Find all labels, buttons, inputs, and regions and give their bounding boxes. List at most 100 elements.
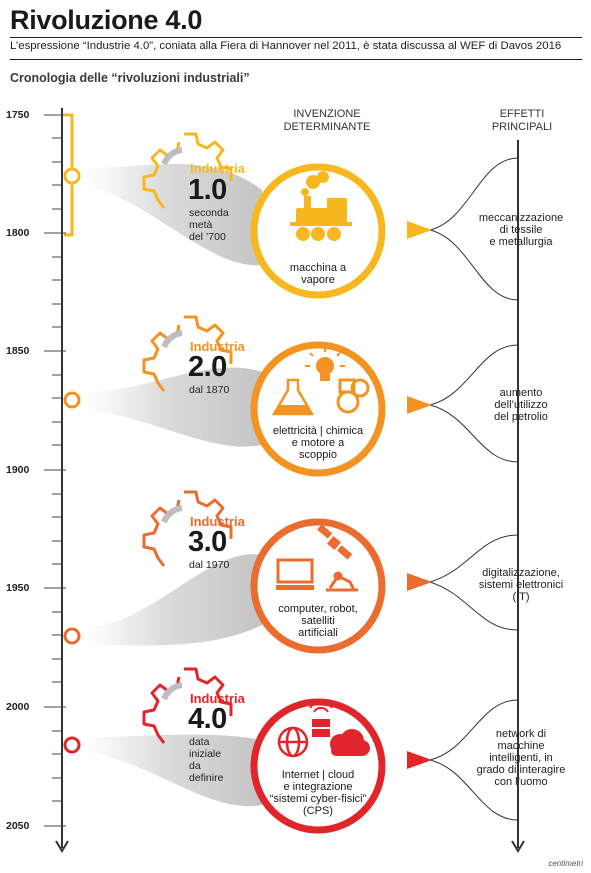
caption-line: artificiali: [298, 627, 338, 639]
caption-line: elettricità | chimica: [272, 425, 364, 437]
industry-number-1: 1.0: [188, 174, 227, 206]
industry-label-4: Industria: [190, 691, 245, 706]
caption-line: vapore: [301, 274, 335, 286]
timeline-marker-2: [63, 391, 81, 409]
effect-line: e metallurgia: [489, 236, 553, 248]
timeline-marker-3: [63, 627, 81, 645]
effect-line: aumento: [499, 387, 543, 399]
timeline-axis: [44, 108, 74, 853]
industry-label-2: Industria: [190, 339, 245, 354]
connector-arrow-4: [407, 751, 432, 769]
invention-caption-1: macchina a vapore: [248, 262, 388, 286]
effect-text-4: network di macchine intelligenti, in gra…: [462, 728, 580, 788]
year-label: 1900: [6, 464, 30, 476]
invention-caption-4: Internet | cloud e integrazione “sistemi…: [248, 769, 388, 817]
effect-text-1: meccanizzazione di tessile e metallurgia: [462, 212, 580, 248]
caption-line: Internet | cloud: [281, 769, 355, 781]
timeline-marker-4: [63, 736, 81, 754]
industry-number-4: 4.0: [188, 703, 227, 735]
steam-locomotive-icon: [290, 171, 352, 241]
title-divider: [10, 37, 582, 38]
effect-text-2: aumento dell’utilizzo del petrolio: [462, 387, 580, 423]
date-line: dal 1970: [189, 559, 230, 571]
funnel-3: [85, 554, 262, 646]
caption-line: scoppio: [299, 449, 337, 461]
funnel-4: [85, 734, 262, 807]
section-title: Cronologia delle “rivoluzioni industrial…: [10, 71, 250, 85]
subtitle: L’espressione “Industrie 4.0”, coniata a…: [10, 40, 562, 52]
invention-column-header: INVENZIONE DETERMINANTE: [262, 108, 392, 134]
invention-header-line-1: INVENZIONE: [293, 108, 361, 120]
industry-number-3: 3.0: [188, 526, 227, 558]
caption-line: computer, robot,: [278, 603, 358, 615]
industry-date-2: dal 1870: [189, 384, 229, 396]
engine-icon: [336, 378, 370, 414]
date-line: iniziale: [189, 748, 222, 760]
date-line: del ’700: [189, 231, 226, 243]
invention-circle-2: [250, 341, 386, 477]
credit-logo: centimetri: [548, 859, 583, 868]
effect-line: con l’uomo: [494, 776, 548, 788]
caption-line: (CPS): [303, 805, 333, 817]
timeline-marker-1: [63, 167, 81, 185]
flask-icon: [271, 378, 315, 416]
year-label: 1950: [6, 582, 30, 594]
funnel-2: [85, 367, 262, 447]
date-line: data: [189, 736, 210, 748]
industry-date-1: seconda metà del ’700: [189, 207, 229, 243]
connector-arrow-3: [407, 573, 432, 591]
date-line: dal 1870: [189, 384, 230, 396]
router-icon: [309, 701, 333, 737]
page-title: Rivoluzione 4.0: [10, 5, 203, 35]
effect-line: macchine: [497, 740, 545, 752]
effect-line: del petrolio: [494, 411, 548, 423]
effect-line: grado di interagire: [476, 764, 566, 776]
effects-column-header: EFFETTI PRINCIPALI: [470, 108, 574, 134]
caption-line: e motore a: [291, 437, 345, 449]
invention-caption-2: elettricità | chimica e motore a scoppio: [248, 425, 388, 461]
cloud-icon: [330, 729, 370, 756]
funnel-1: [85, 163, 262, 266]
subtitle-divider: [10, 59, 582, 60]
caption-line: e integrazione: [283, 781, 353, 793]
effect-line: digitalizzazione,: [482, 567, 560, 579]
invention-header-line-2: DETERMINANTE: [283, 121, 371, 133]
caption-line: macchina a: [289, 262, 347, 274]
connector-arrow-2: [407, 396, 432, 414]
caption-line: “sistemi cyber-fisici”: [269, 793, 367, 805]
date-line: metà: [189, 219, 213, 231]
effect-line: meccanizzazione: [478, 212, 564, 224]
effect-line: dell’utilizzo: [494, 399, 548, 411]
effect-text-3: digitalizzazione, sistemi elettronici (I…: [462, 567, 580, 603]
effect-line: sistemi elettronici: [478, 579, 564, 591]
effects-header-line-1: EFFETTI: [499, 108, 545, 120]
year-label: 1800: [6, 227, 30, 239]
computer-icon: [276, 558, 314, 590]
effect-line: network di: [495, 728, 547, 740]
effects-axis: [511, 140, 525, 853]
effect-line: di tessile: [499, 224, 543, 236]
effect-line: (IT): [512, 591, 530, 603]
light-bulb-icon: [305, 347, 345, 381]
industry-label-3: Industria: [190, 514, 245, 529]
connector-arrow-1: [407, 221, 432, 239]
year-label: 2050: [6, 820, 30, 832]
satellite-icon: [317, 524, 353, 560]
industry-date-4: data iniziale da definire: [189, 736, 223, 784]
globe-network-icon: [277, 726, 309, 758]
date-line: da: [189, 760, 201, 772]
effects-header-line-2: PRINCIPALI: [491, 121, 553, 133]
year-label: 1850: [6, 345, 30, 357]
industry-label-1: Industria: [190, 161, 245, 176]
industry-number-2: 2.0: [188, 351, 227, 383]
caption-line: satelliti: [301, 615, 335, 627]
date-line: definire: [189, 772, 224, 784]
industry-date-3: dal 1970: [189, 559, 229, 571]
year-label: 2000: [6, 701, 30, 713]
invention-caption-3: computer, robot, satelliti artificiali: [248, 603, 388, 639]
effect-line: intelligenti, in: [489, 752, 553, 764]
gear-icon: [142, 132, 233, 744]
year-label: 1750: [6, 109, 30, 121]
robot-arm-icon: [326, 571, 358, 592]
